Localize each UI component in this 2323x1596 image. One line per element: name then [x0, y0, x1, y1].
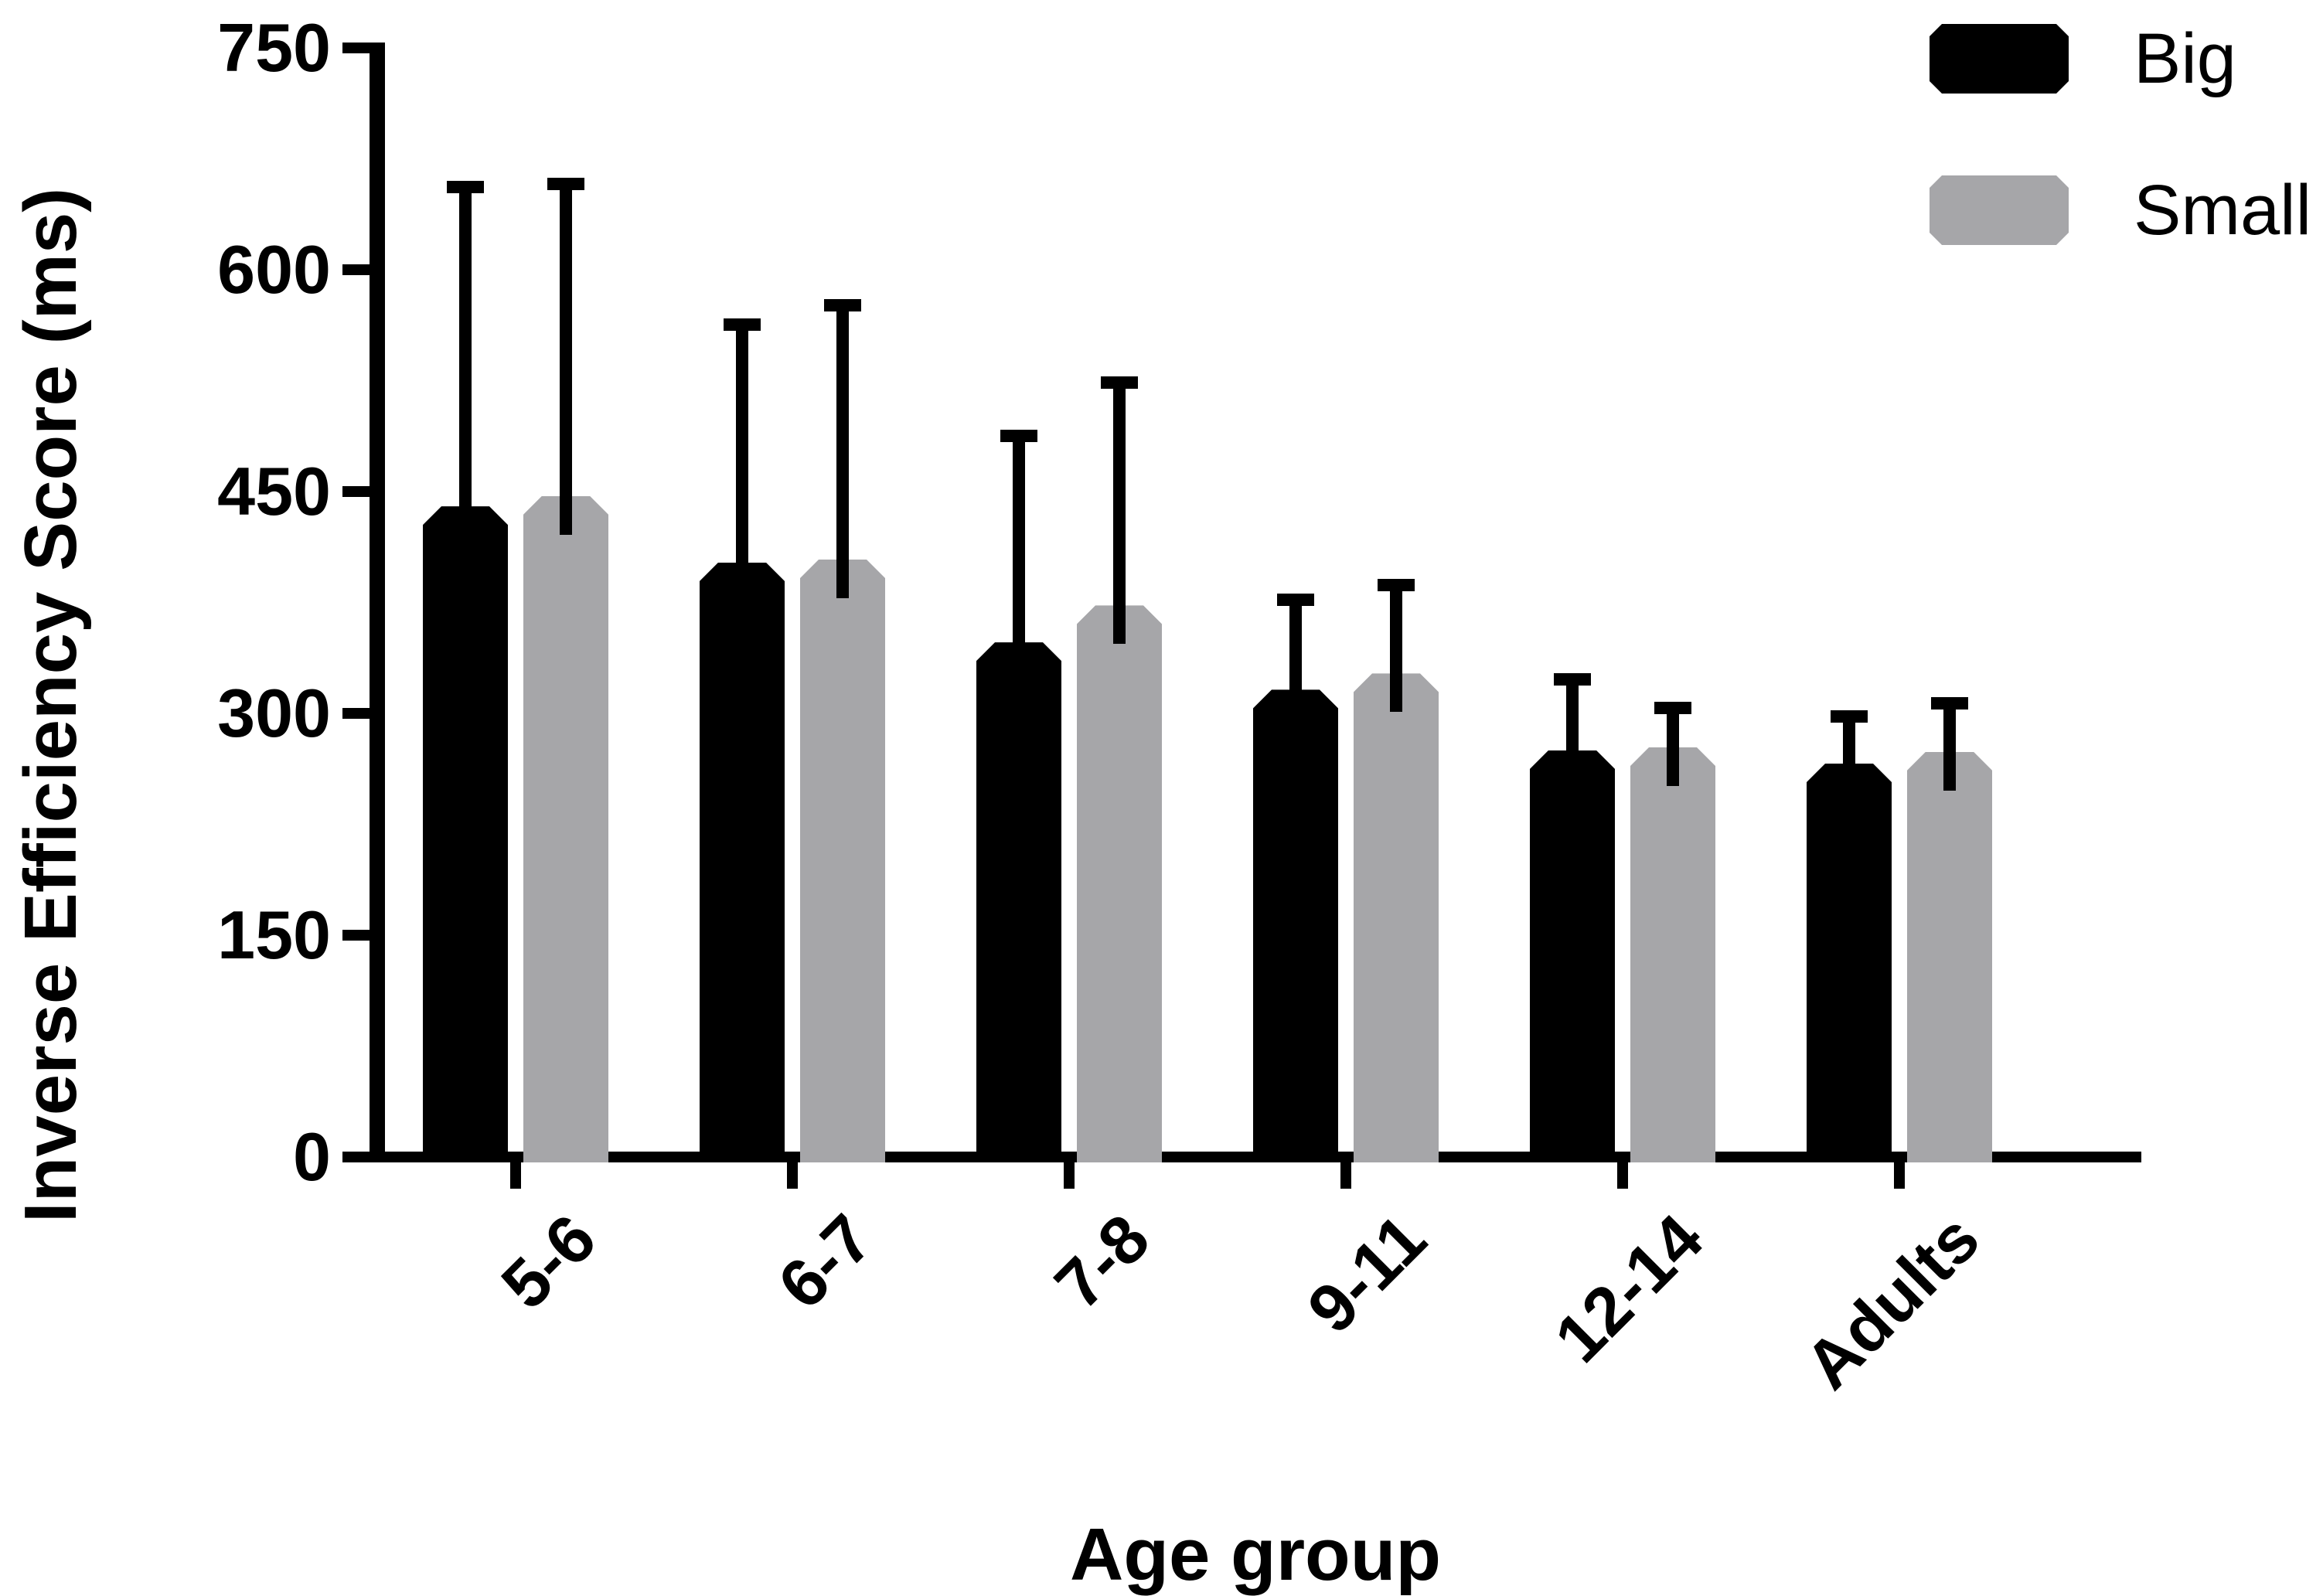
x-tick-mark — [1617, 1162, 1628, 1189]
bar-big-6-7 — [700, 563, 785, 1162]
y-tick-label: 600 — [217, 231, 331, 308]
x-tick-label-6-7: 6-7 — [763, 1200, 887, 1324]
error-bar-cap — [824, 299, 861, 312]
bar-small-7-8 — [1077, 605, 1162, 1162]
x-tick-label-9-11: 9-11 — [1293, 1200, 1441, 1348]
error-bar-stem — [736, 318, 748, 601]
error-bar-stem — [560, 178, 572, 535]
error-bar-cap — [724, 318, 761, 332]
bar-big-5-6 — [423, 506, 508, 1162]
y-tick-label: 0 — [293, 1118, 331, 1195]
bar-small-9-11 — [1354, 673, 1439, 1162]
y-tick-mark — [342, 1152, 370, 1162]
legend: Big Small — [1930, 20, 2311, 323]
error-bar-cap — [1101, 376, 1138, 389]
error-bar-stem — [1013, 429, 1025, 682]
x-axis-title: Age group — [1070, 1513, 1441, 1596]
error-bar-cap — [1554, 673, 1591, 686]
x-tick-label-Adults: Adults — [1790, 1200, 1994, 1404]
bar-small-12-14 — [1630, 747, 1715, 1162]
y-tick-mark — [342, 486, 370, 497]
y-tick-mark — [342, 264, 370, 275]
legend-label-small: Small — [2134, 171, 2312, 250]
y-tick-label: 300 — [217, 675, 331, 751]
x-tick-mark — [1894, 1162, 1905, 1189]
error-bar-cap — [1831, 710, 1868, 723]
bar-small-Adults — [1907, 752, 1992, 1162]
error-bar-stem — [836, 299, 849, 598]
bar-small-5-6 — [523, 496, 608, 1162]
error-bar-cap — [1931, 696, 1968, 710]
bar-big-12-14 — [1530, 750, 1615, 1162]
error-bar-cap — [1277, 594, 1314, 607]
y-axis-line — [370, 43, 385, 1162]
x-tick-label-7-8: 7-8 — [1040, 1200, 1164, 1324]
error-bar-stem — [1843, 710, 1855, 803]
y-tick-label: 450 — [217, 453, 331, 529]
error-bar-stem — [1667, 701, 1679, 786]
error-bar-cap — [1378, 578, 1415, 591]
error-bar-stem — [1566, 673, 1579, 789]
bar-big-7-8 — [976, 642, 1061, 1162]
bar-big-Adults — [1807, 764, 1892, 1162]
error-bar-stem — [1113, 376, 1126, 645]
legend-row-big: Big — [1930, 20, 2311, 97]
error-bar-stem — [1390, 578, 1402, 713]
y-tick-mark — [342, 708, 370, 719]
y-axis-title: Inverse Efficiency Score (ms) — [9, 187, 92, 1223]
legend-swatch-small — [1930, 175, 2069, 245]
y-tick-label: 150 — [217, 897, 331, 973]
error-bar-stem — [459, 181, 472, 546]
legend-swatch-big — [1930, 24, 2069, 94]
legend-row-small: Small — [1930, 172, 2311, 249]
error-bar-cap — [547, 178, 584, 191]
bar-big-9-11 — [1253, 689, 1338, 1162]
y-tick-mark — [342, 43, 370, 53]
error-bar-cap — [1000, 429, 1037, 442]
bar-small-6-7 — [800, 560, 885, 1162]
x-tick-mark — [510, 1162, 521, 1189]
error-bar-stem — [1943, 696, 1956, 791]
error-bar-stem — [1289, 594, 1302, 729]
x-tick-mark — [787, 1162, 798, 1189]
x-tick-mark — [1064, 1162, 1075, 1189]
legend-label-big: Big — [2134, 19, 2236, 98]
x-tick-mark — [1340, 1162, 1351, 1189]
y-tick-label: 750 — [217, 9, 331, 86]
error-bar-cap — [1654, 701, 1691, 714]
x-tick-label-12-14: 12-14 — [1540, 1200, 1718, 1377]
y-tick-mark — [342, 930, 370, 941]
error-bar-cap — [447, 181, 484, 194]
x-tick-label-5-6: 5-6 — [486, 1200, 611, 1324]
